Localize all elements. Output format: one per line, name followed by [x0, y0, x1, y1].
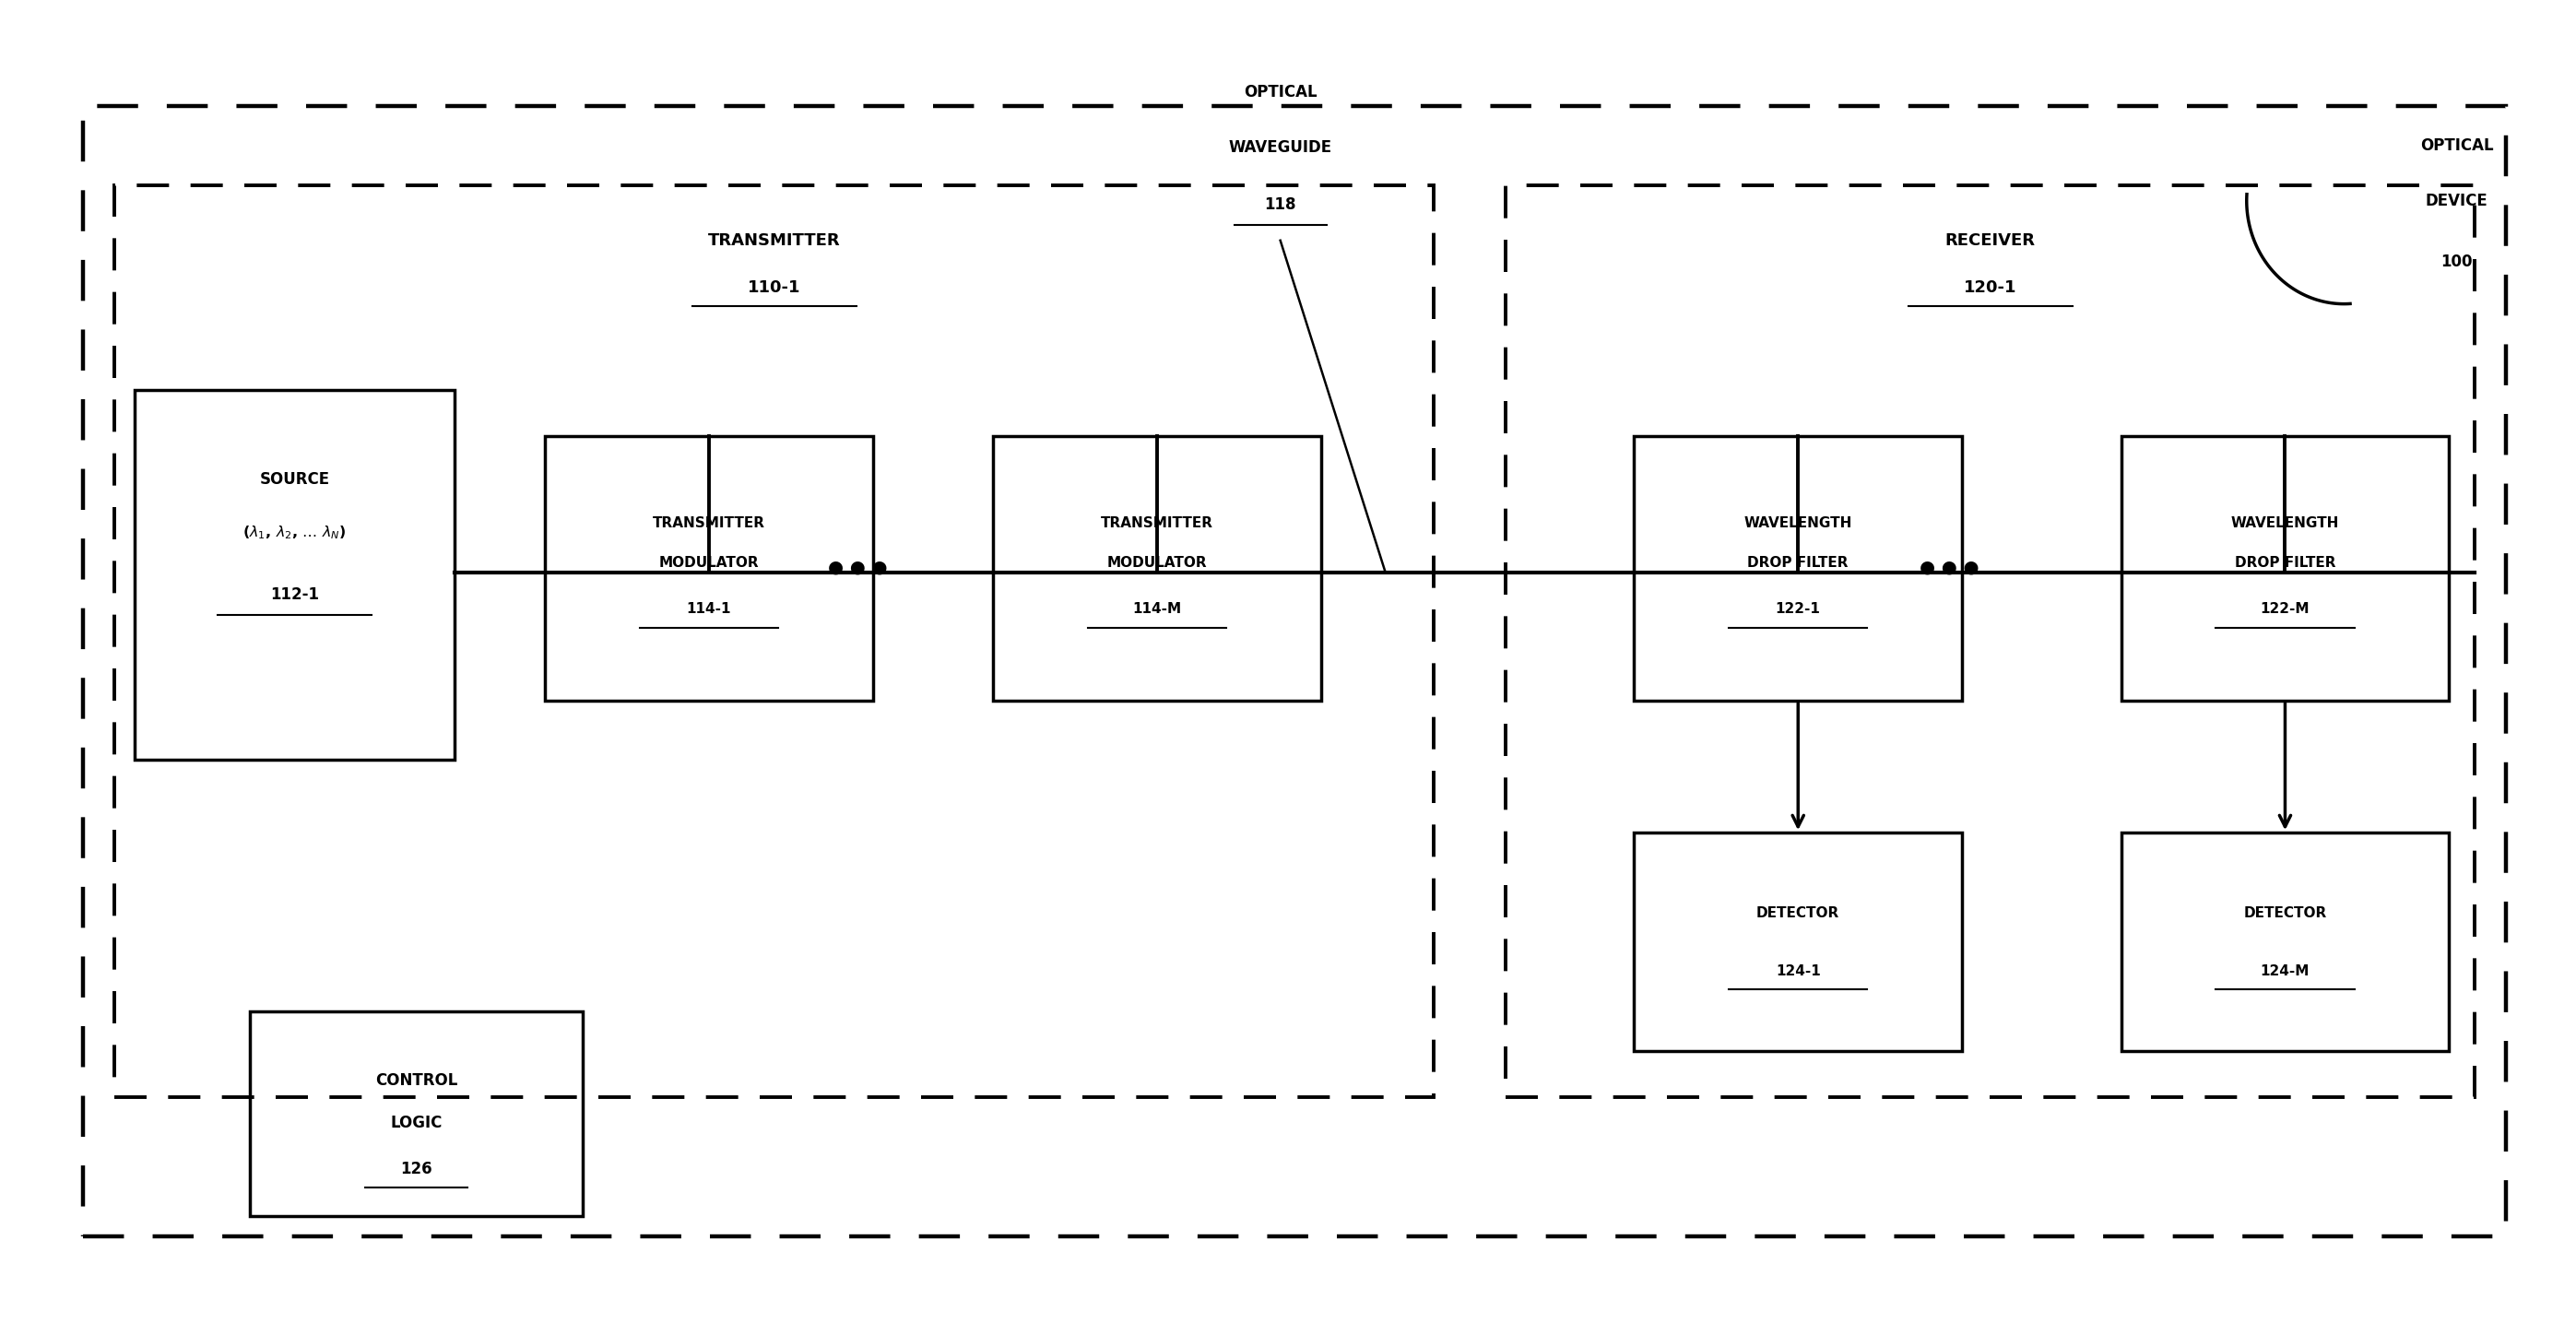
Text: DETECTOR: DETECTOR: [1757, 906, 1839, 920]
Text: DROP FILTER: DROP FILTER: [1747, 557, 1850, 570]
Text: 112-1: 112-1: [270, 586, 319, 603]
Text: LOGIC: LOGIC: [392, 1115, 443, 1131]
Text: 114-M: 114-M: [1133, 602, 1182, 617]
Text: ● ● ●: ● ● ●: [1919, 558, 1978, 575]
Text: MODULATOR: MODULATOR: [1108, 557, 1208, 570]
Text: TRANSMITTER: TRANSMITTER: [1100, 517, 1213, 530]
Text: OPTICAL: OPTICAL: [1244, 84, 1316, 100]
Text: RECEIVER: RECEIVER: [1945, 232, 2035, 248]
Text: 114-1: 114-1: [685, 602, 732, 617]
Text: DROP FILTER: DROP FILTER: [2233, 557, 2336, 570]
Text: TRANSMITTER: TRANSMITTER: [652, 517, 765, 530]
Text: ($\lambda_1$, $\lambda_2$, $\ldots$ $\lambda_N$): ($\lambda_1$, $\lambda_2$, $\ldots$ $\la…: [242, 525, 348, 541]
Text: WAVEGUIDE: WAVEGUIDE: [1229, 140, 1332, 156]
Text: 118: 118: [1265, 196, 1296, 214]
Text: ● ● ●: ● ● ●: [827, 558, 886, 575]
Text: 124-M: 124-M: [2262, 964, 2311, 977]
Text: OPTICAL: OPTICAL: [2419, 138, 2494, 154]
Text: MODULATOR: MODULATOR: [659, 557, 760, 570]
Text: CONTROL: CONTROL: [376, 1072, 459, 1089]
Text: DETECTOR: DETECTOR: [2244, 906, 2326, 920]
Text: WAVELENGTH: WAVELENGTH: [2231, 517, 2339, 530]
Text: SOURCE: SOURCE: [260, 471, 330, 489]
Text: 126: 126: [399, 1161, 433, 1177]
Text: 110-1: 110-1: [747, 280, 801, 296]
Text: DEVICE: DEVICE: [2427, 192, 2488, 210]
Text: 100: 100: [2442, 254, 2473, 270]
Text: 122-1: 122-1: [1775, 602, 1821, 617]
Text: TRANSMITTER: TRANSMITTER: [708, 232, 840, 248]
Text: 124-1: 124-1: [1775, 964, 1821, 977]
Text: 120-1: 120-1: [1963, 280, 2017, 296]
Text: 122-M: 122-M: [2259, 602, 2311, 617]
Text: WAVELENGTH: WAVELENGTH: [1744, 517, 1852, 530]
